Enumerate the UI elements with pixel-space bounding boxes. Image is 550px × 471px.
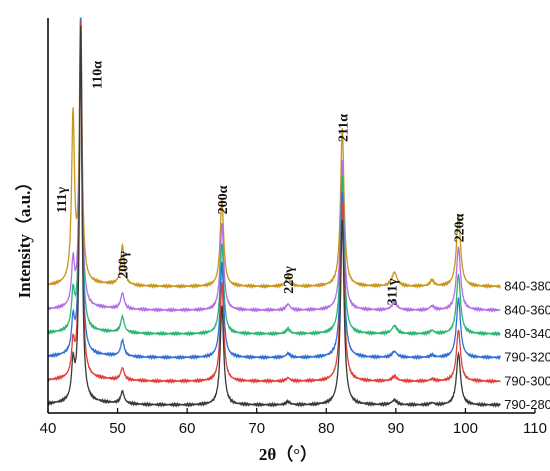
x-tick-label-80: 80 <box>318 420 335 437</box>
series-line-790-300 <box>47 21 501 385</box>
axis-layer: 40 50 60 70 80 90 100 110 <box>40 18 547 437</box>
series-line-840-380 <box>47 17 501 290</box>
x-tick-label-60: 60 <box>179 420 196 437</box>
series-line-840-340 <box>47 17 501 337</box>
peak-label-200α: 200α <box>216 185 231 214</box>
x-tick-label-70: 70 <box>248 420 265 437</box>
peak-label-211α: 211α <box>336 114 351 142</box>
legend-label-790-300: 790-300 <box>504 373 550 388</box>
peak-label-200γ: 200γ <box>116 251 131 279</box>
x-tick-label-40: 40 <box>40 420 57 437</box>
legend-label-790-320: 790-320 <box>504 350 550 365</box>
legend-label-840-360: 840-360 <box>504 302 550 317</box>
x-tick-label-110: 110 <box>523 420 547 437</box>
legend-label-840-380: 840-380 <box>504 279 550 294</box>
series-line-840-360 <box>47 17 501 314</box>
series-line-790-320 <box>47 18 501 361</box>
series-layer <box>47 17 501 409</box>
peak-label-layer: 111γ 110α 200γ 200α 220γ 211α 311γ 220α <box>55 61 468 306</box>
x-tick-label-90: 90 <box>388 420 405 437</box>
y-axis-title: Intensity（a.u.） <box>14 174 34 299</box>
series-line-790-280 <box>47 25 501 409</box>
peak-label-110α: 110α <box>91 61 106 89</box>
x-tick-label-100: 100 <box>453 420 478 437</box>
legend-layer: 840-380 840-360 840-340 790-320 790-300 790-2… <box>504 279 550 413</box>
x-tick-label-50: 50 <box>109 420 126 437</box>
peak-label-220γ: 220γ <box>282 266 297 294</box>
legend-label-840-340: 840-340 <box>504 326 550 341</box>
peak-label-111γ: 111γ <box>55 187 70 213</box>
x-axis-title: 2θ（°） <box>259 444 317 464</box>
legend-label-790-280: 790-280 <box>504 397 550 412</box>
peak-label-220α: 220α <box>453 213 468 242</box>
peak-label-311γ: 311γ <box>386 278 401 305</box>
